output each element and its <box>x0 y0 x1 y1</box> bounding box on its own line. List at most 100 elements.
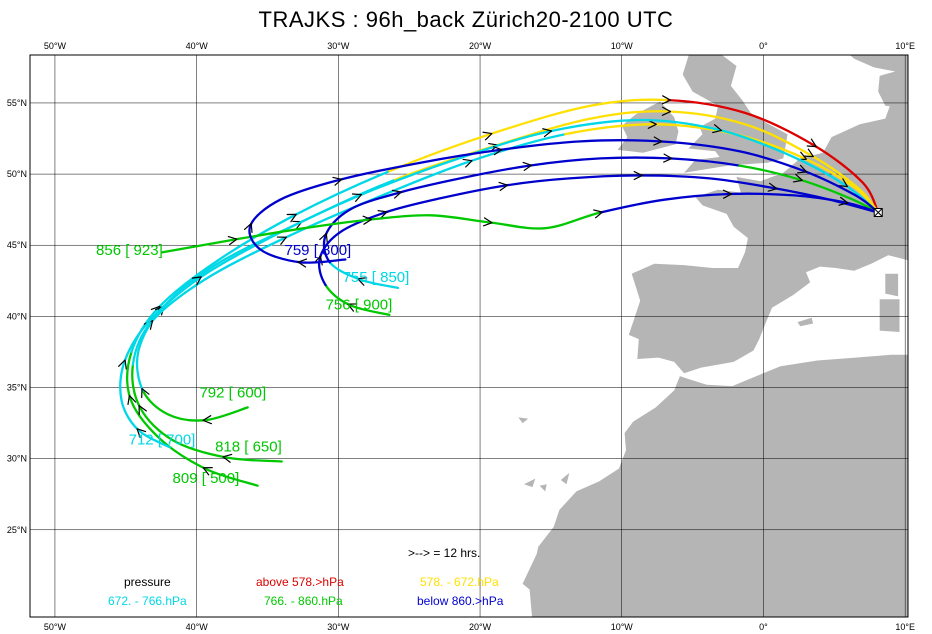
pressure-label: 818 [ 650] <box>215 439 282 456</box>
tick-label-lon-bottom: 50°W <box>44 622 67 632</box>
pressure-label: 755 [ 850] <box>343 269 410 286</box>
tick-label-lat: 45°N <box>7 240 27 250</box>
tick-label-lon-bottom: 10°W <box>611 622 634 632</box>
trajectory-850hPa <box>738 164 880 214</box>
land-ireland <box>617 101 679 153</box>
tick-label-lon-top: 50°W <box>44 41 67 51</box>
pressure-label: 712 [ 700] <box>129 431 196 448</box>
land-europe <box>628 99 908 374</box>
direction-arrow-icon <box>243 222 253 233</box>
direction-arrow-icon <box>351 193 363 203</box>
tick-label-lon-bottom: 10°E <box>895 622 915 632</box>
tick-label-lon-top: 10°E <box>895 41 915 51</box>
tick-label-lat: 50°N <box>7 169 27 179</box>
trajectory-923hPa <box>161 211 602 254</box>
direction-arrow-icon <box>542 128 553 138</box>
pressure-label: 809 [ 500] <box>173 470 240 487</box>
land-canary-3 <box>560 472 570 485</box>
trajectory-800hPa <box>248 139 880 264</box>
direction-arrow-icon <box>722 189 733 199</box>
direction-arrow-icon <box>319 232 328 243</box>
direction-arrow-icon <box>837 178 848 188</box>
trajectory-700hPa <box>119 118 880 449</box>
trajectory-600hPa <box>141 389 249 422</box>
pressure-label: 792 [ 600] <box>199 384 266 401</box>
plot-frame <box>29 54 909 618</box>
pressure-label: 856 [ 923] <box>96 242 163 259</box>
direction-arrow-icon <box>276 236 287 245</box>
direction-arrow-icon <box>286 213 297 223</box>
endpoint-marker <box>873 208 883 218</box>
land-norway <box>849 55 908 74</box>
direction-arrow-icon <box>332 176 343 186</box>
pressure-label: 756 [ 900] <box>326 296 393 313</box>
direction-arrow-icon <box>357 277 368 286</box>
trajectory-labels: 856 [ 923] 759 [ 800] 755 [ 850] 756 [ 900]… <box>96 242 409 487</box>
tick-label-lat: 40°N <box>7 311 27 321</box>
direction-arrow-icon <box>391 189 402 199</box>
tick-label-lon-top: 20°W <box>469 41 492 51</box>
legend-item: pressure <box>124 575 171 589</box>
trajectory-650hPa <box>563 123 880 214</box>
landmasses <box>518 55 908 617</box>
direction-arrow-icon <box>482 217 493 227</box>
direction-arrow-icon <box>141 387 150 399</box>
direction-arrow-icon <box>806 138 817 148</box>
tick-label-lon-bottom: 40°W <box>186 622 209 632</box>
legend-arrow-hint: >--> = 12 hrs. <box>408 546 480 560</box>
tick-label-lat: 55°N <box>7 98 27 108</box>
direction-arrow-icon <box>498 181 509 191</box>
direction-arrow-icon <box>227 235 238 246</box>
direction-arrow-icon <box>661 106 672 116</box>
land-north-africa <box>522 354 908 617</box>
direction-arrow-icon <box>118 359 127 370</box>
legend-item: below 860.>hPa <box>417 594 504 608</box>
direction-arrow-icon <box>202 467 213 476</box>
direction-arrow-icon <box>492 146 503 156</box>
tick-label-lat: 30°N <box>7 454 27 464</box>
trajectory-900hPa <box>324 283 391 317</box>
legend-item: 672. - 766.hPa <box>108 594 187 608</box>
direction-arrow-icon <box>661 95 672 105</box>
trajectory-900hPa <box>317 174 880 287</box>
tick-label-lon-bottom: 30°W <box>327 622 350 632</box>
chart-title: TRAJKS : 96h_back Zürich20-2100 UTC <box>258 7 674 32</box>
direction-arrow-icon <box>647 119 657 129</box>
direction-arrow-icon <box>377 210 388 219</box>
direction-arrow-icon <box>792 173 803 183</box>
direction-arrow-icon <box>838 196 849 206</box>
direction-arrow-icon <box>191 276 202 286</box>
direction-arrow-icon <box>796 164 808 174</box>
tick-label-lon-top: 40°W <box>186 41 209 51</box>
tick-label-lat: 25°N <box>7 525 27 535</box>
direction-arrow-icon <box>663 153 673 163</box>
direction-arrow-icon <box>462 158 473 168</box>
tick-label-lon-bottom: 20°W <box>469 622 492 632</box>
graticule: 50°W 50°W 40°W 40°W 30°W 30°W 20°W 20°W 10°W 10°W… <box>7 41 915 632</box>
trajectory-500hPa <box>667 98 880 214</box>
direction-arrow-icon <box>138 405 147 416</box>
land-denmark <box>878 67 908 109</box>
direction-arrow-icon <box>297 258 308 268</box>
land-canary-2 <box>539 484 547 492</box>
direction-arrow-icon <box>202 415 213 425</box>
legend-item: 766. - 860.hPa <box>264 594 343 608</box>
trajectory-500hPa <box>130 170 391 354</box>
trajectory-500hPa <box>126 350 259 487</box>
trajectory-500hPa <box>388 98 670 173</box>
direction-arrow-icon <box>136 428 147 438</box>
direction-arrow-icon <box>347 303 358 312</box>
tick-label-lon-top: 30°W <box>327 41 350 51</box>
direction-arrow-icon <box>127 394 137 406</box>
tick-label-lat: 35°N <box>7 383 27 393</box>
land-mallorca <box>797 317 814 327</box>
trajectory-650hPa <box>131 133 567 366</box>
legend-item: 578. - 672.hPa <box>420 575 499 589</box>
land-corsica <box>885 273 899 297</box>
direction-arrow-icon <box>712 124 723 134</box>
direction-arrow-icon <box>222 453 233 463</box>
land-madeira <box>518 417 529 424</box>
trajectory-850hPa <box>328 261 400 290</box>
direction-arrow-icon <box>482 131 493 141</box>
direction-arrow-icon <box>803 148 814 158</box>
